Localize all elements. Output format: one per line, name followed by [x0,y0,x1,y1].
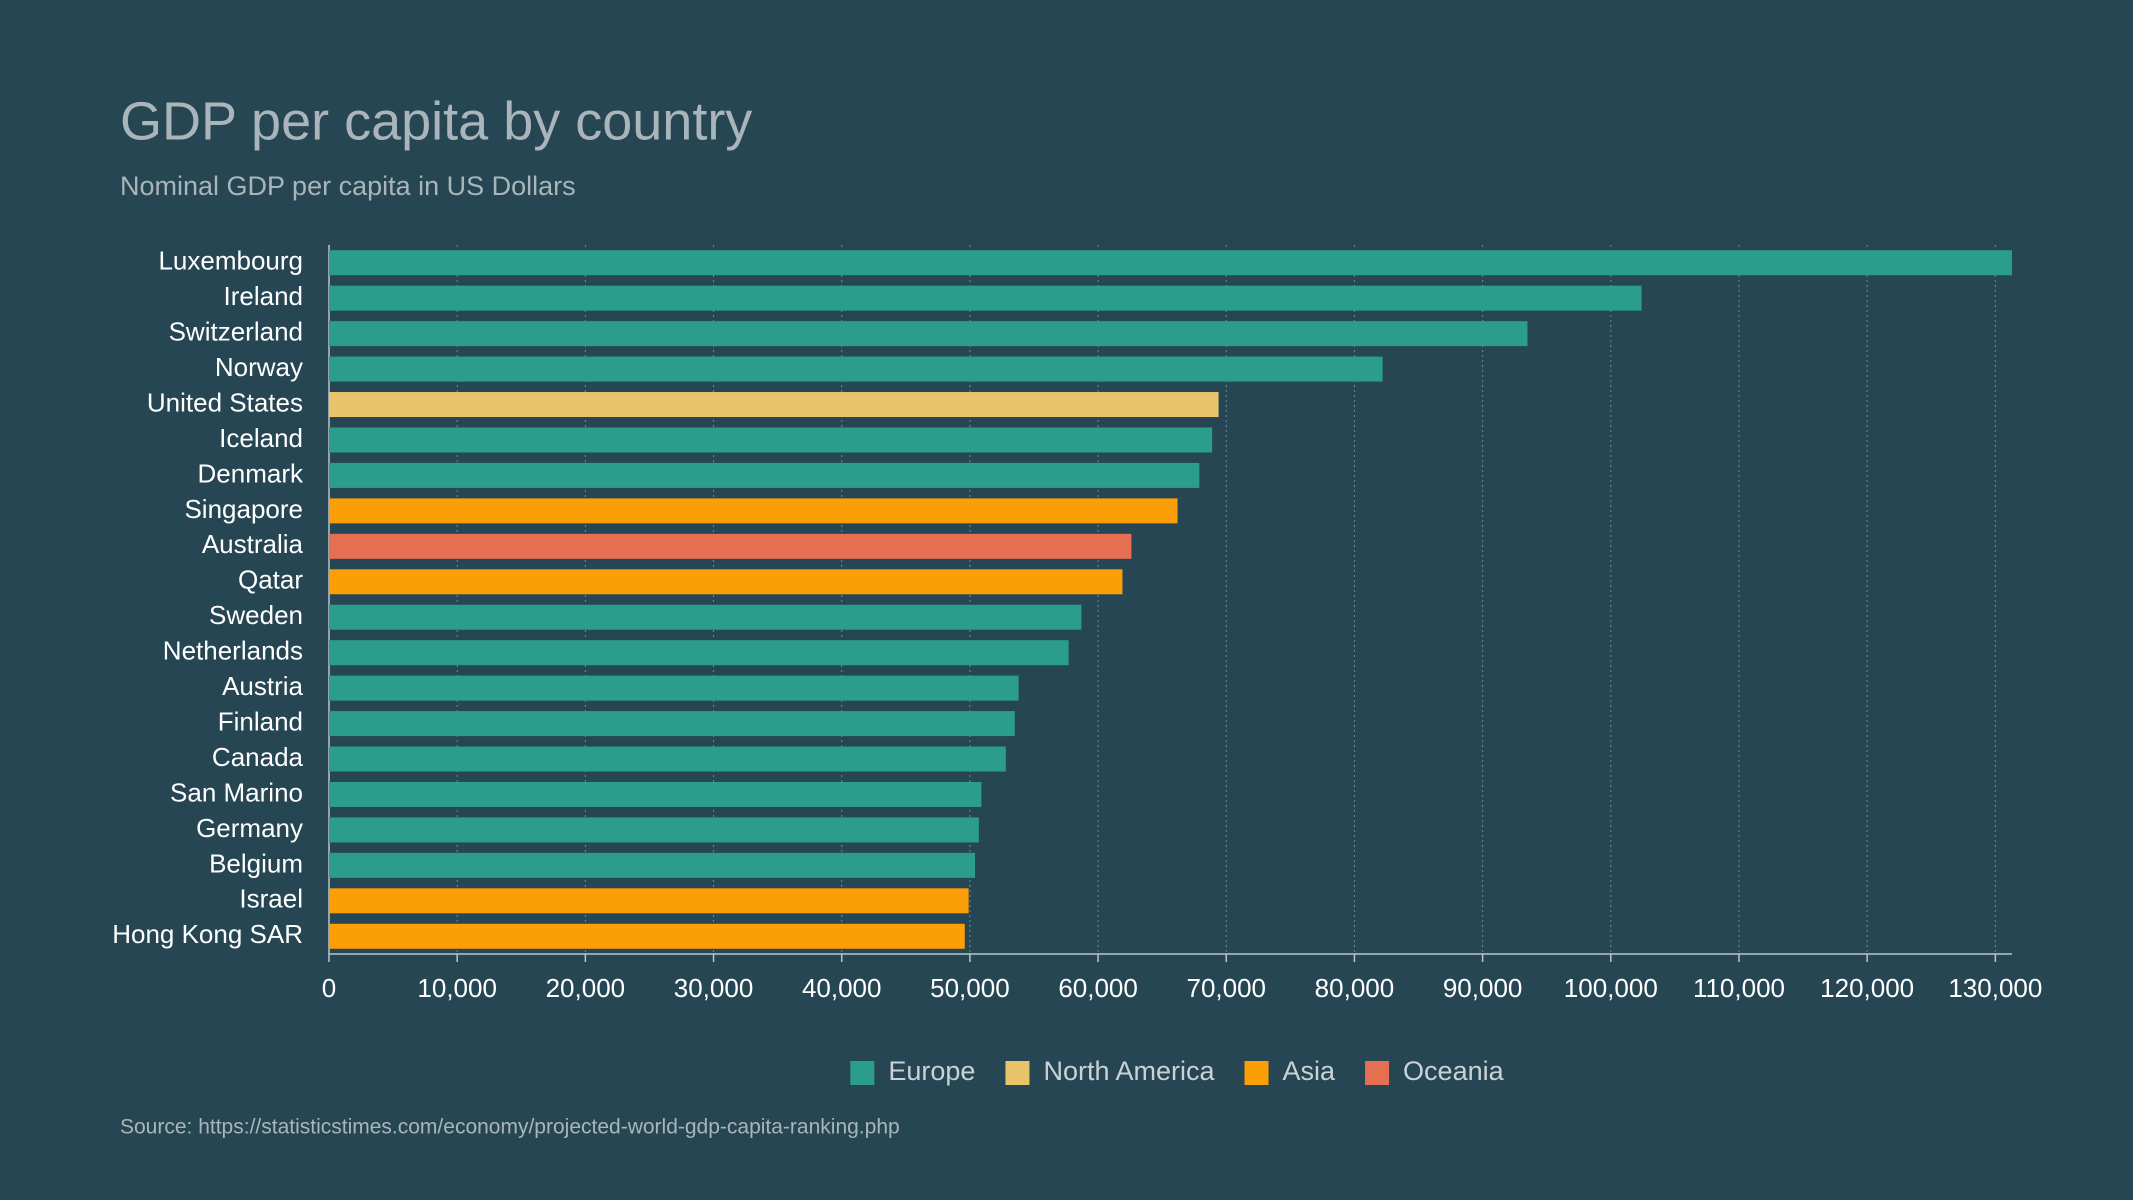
x-tick-label: 30,000 [674,973,754,1003]
bar [329,321,1528,347]
x-tick-label: 70,000 [1186,973,1266,1003]
y-tick-label: Finland [218,706,303,736]
x-tick-label: 20,000 [546,973,626,1003]
y-tick-label: Ireland [224,281,304,311]
y-tick-label: Netherlands [163,636,303,666]
legend-label: Europe [888,1056,975,1086]
bar [329,888,969,914]
x-tick-label: 80,000 [1315,973,1395,1003]
x-tick-label: 110,000 [1693,973,1785,1003]
bar [329,356,1383,382]
bar [329,392,1219,418]
chart-title: GDP per capita by country [120,91,752,151]
legend-label: Oceania [1403,1056,1505,1086]
y-tick-label: Sweden [209,600,303,630]
y-tick-label: Switzerland [169,317,303,347]
bar [329,569,1123,595]
x-tick-label: 90,000 [1443,973,1523,1003]
bar [329,923,965,949]
legend-swatch [1005,1061,1030,1085]
bar [329,533,1132,559]
y-tick-label: Norway [215,352,303,382]
y-tick-label: Germany [196,813,303,843]
chart-subtitle: Nominal GDP per capita in US Dollars [120,171,576,201]
x-tick-label: 40,000 [802,973,882,1003]
y-tick-label: Austria [222,671,303,701]
y-tick-label: Israel [239,884,303,914]
y-tick-label: Iceland [219,423,303,453]
x-tick-label: 120,000 [1820,973,1914,1003]
x-tick-label: 10,000 [417,973,497,1003]
bar [329,746,1006,772]
y-tick-label: Canada [212,742,304,772]
x-tick-label: 0 [322,973,336,1003]
legend-swatch [1244,1061,1269,1085]
bar [329,640,1069,666]
bar [329,250,2012,276]
bar [329,285,1642,311]
y-tick-label: United States [147,387,303,417]
y-tick-label: Hong Kong SAR [112,919,303,949]
y-tick-label: Denmark [198,458,304,488]
bar [329,498,1178,524]
x-tick-label: 60,000 [1058,973,1138,1003]
legend-swatch [850,1061,875,1085]
bar [329,427,1213,453]
source-note: Source: https://statisticstimes.com/econ… [120,1116,900,1139]
bar [329,852,976,878]
x-tick-label: 130,000 [1948,973,2042,1003]
bar [329,781,982,807]
x-tick-label: 50,000 [930,973,1010,1003]
legend-label: North America [1043,1056,1215,1086]
bar [329,462,1200,488]
y-tick-label: Luxembourg [158,246,303,276]
bar [329,675,1019,701]
x-tick-label: 100,000 [1564,973,1658,1003]
legend-swatch [1365,1061,1390,1085]
y-tick-label: Qatar [238,565,303,595]
bar [329,817,979,843]
y-tick-label: Australia [202,529,304,559]
legend-label: Asia [1283,1056,1337,1086]
y-tick-label: San Marino [170,777,303,807]
y-tick-label: Belgium [209,848,303,878]
y-tick-label: Singapore [184,494,303,524]
bar [329,604,1082,630]
bar [329,711,1015,737]
